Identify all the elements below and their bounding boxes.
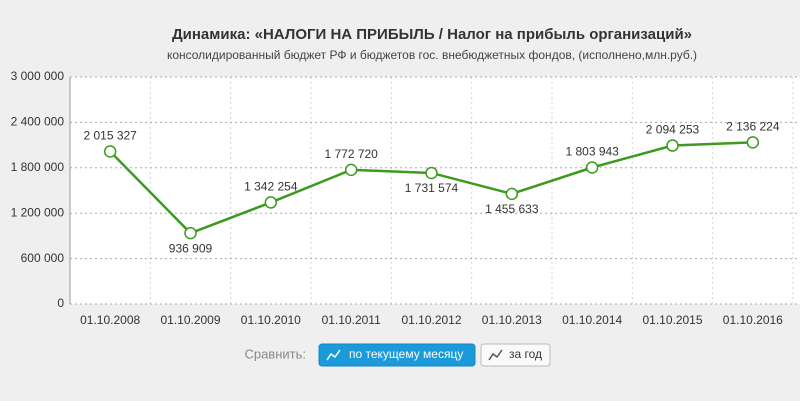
- value-label: 936 909: [169, 241, 213, 255]
- x-tick-label: 01.10.2014: [562, 313, 622, 327]
- button-bg[interactable]: [318, 343, 476, 367]
- button-month[interactable]: по текущему месяцу: [318, 343, 476, 367]
- x-tick-label: 01.10.2012: [401, 313, 461, 327]
- value-label: 2 015 327: [83, 129, 137, 143]
- marker: [666, 139, 679, 152]
- y-tick-label: 3 000 000: [11, 69, 65, 83]
- marker: [103, 145, 117, 158]
- button-text[interactable]: за год: [509, 347, 542, 361]
- value-label: 1 803 943: [565, 145, 619, 159]
- marker: [585, 161, 599, 174]
- x-tick-label: 01.10.2016: [723, 313, 783, 327]
- value-label: 1 342 254: [244, 180, 298, 194]
- x-tick-label: 01.10.2008: [80, 313, 140, 327]
- y-tick-label: 2 400 000: [11, 115, 65, 129]
- button-year[interactable]: за год: [480, 343, 551, 367]
- x-tick-label: 01.10.2015: [642, 313, 702, 327]
- chart-title: Динамика: «НАЛОГИ НА ПРИБЫЛЬ / Налог на …: [172, 26, 692, 43]
- button-bg[interactable]: [480, 343, 551, 367]
- x-tick-label: 01.10.2011: [322, 313, 381, 327]
- y-tick-label: 1 200 000: [11, 205, 65, 219]
- icon: [488, 349, 503, 361]
- plot-area: [70, 77, 800, 304]
- value-label: 1 455 633: [485, 202, 539, 216]
- marker: [344, 163, 358, 177]
- x-tick-label: 01.10.2010: [241, 313, 301, 327]
- marker: [505, 187, 519, 201]
- marker: [746, 136, 760, 149]
- marker: [184, 226, 197, 240]
- x-tick-label: 01.10.2013: [482, 313, 542, 327]
- y-tick-label: 0: [57, 296, 64, 310]
- marker: [425, 166, 438, 180]
- compare-label: Сравнить:: [244, 346, 306, 361]
- value-label: 1 731 574: [405, 181, 459, 195]
- chart-subtitle: консолидированный бюджет РФ и бюджетов г…: [167, 48, 697, 62]
- y-tick-label: 600 000: [21, 251, 65, 265]
- marker: [264, 196, 278, 209]
- x-tick-label: 01.10.2009: [160, 313, 220, 327]
- value-label: 1 772 720: [324, 147, 378, 161]
- value-label: 2 094 253: [646, 123, 700, 137]
- icon: [326, 349, 341, 361]
- button-text[interactable]: по текущему месяцу: [349, 347, 463, 361]
- y-tick-label: 1 800 000: [11, 160, 65, 174]
- value-label: 2 136 224: [726, 120, 780, 134]
